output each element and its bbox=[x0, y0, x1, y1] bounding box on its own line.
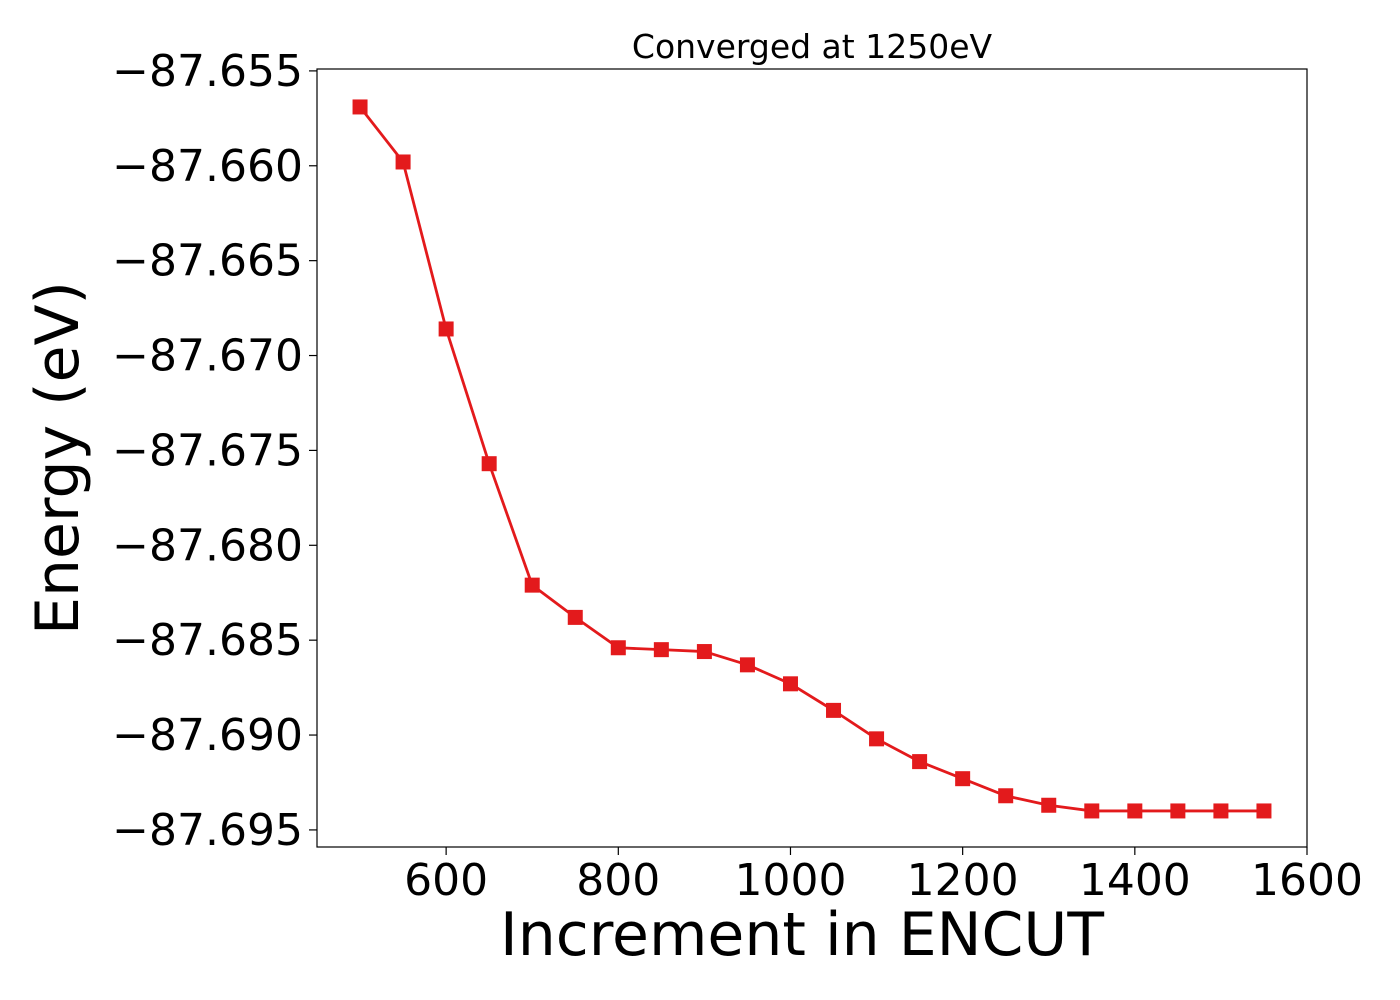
data-point-marker bbox=[611, 640, 626, 655]
y-axis: −87.655 −87.660 −87.665 −87.670 −87.675 −87.6… bbox=[112, 46, 317, 856]
y-tick-label: −87.660 bbox=[112, 141, 303, 192]
data-point-marker bbox=[740, 657, 755, 672]
data-point-marker bbox=[568, 610, 583, 625]
data-point-marker bbox=[869, 731, 884, 746]
y-tick-label: −87.695 bbox=[112, 805, 303, 856]
data-point-marker bbox=[353, 99, 368, 114]
data-point-marker bbox=[783, 676, 798, 691]
x-tick-label: 1000 bbox=[734, 855, 846, 906]
data-point-marker bbox=[1256, 803, 1271, 818]
y-axis-label: Energy (eV) bbox=[23, 281, 93, 635]
y-tick-label: −87.685 bbox=[112, 615, 303, 666]
data-point-marker bbox=[826, 703, 841, 718]
x-tick-label: 600 bbox=[404, 855, 488, 906]
chart-title: Converged at 1250eV bbox=[632, 27, 993, 66]
y-tick-label: −87.690 bbox=[112, 710, 303, 761]
data-point-marker bbox=[1170, 803, 1185, 818]
y-tick-label: −87.665 bbox=[112, 236, 303, 287]
data-point-marker bbox=[912, 754, 927, 769]
y-tick-label: −87.680 bbox=[112, 520, 303, 571]
x-axis: 600 800 1000 1200 1400 1600 bbox=[404, 847, 1363, 906]
data-point-marker bbox=[1084, 803, 1099, 818]
y-tick-label: −87.675 bbox=[112, 425, 303, 476]
data-point-marker bbox=[1041, 798, 1056, 813]
data-point-marker bbox=[654, 642, 669, 657]
data-point-marker bbox=[396, 154, 411, 169]
data-point-marker bbox=[697, 644, 712, 659]
x-tick-label: 1600 bbox=[1251, 855, 1363, 906]
data-point-marker bbox=[955, 771, 970, 786]
data-point-marker bbox=[1127, 803, 1142, 818]
x-tick-label: 800 bbox=[576, 855, 660, 906]
data-point-marker bbox=[525, 578, 540, 593]
data-point-marker bbox=[1213, 803, 1228, 818]
series-layer bbox=[353, 99, 1272, 818]
data-point-marker bbox=[482, 456, 497, 471]
x-axis-label: Increment in ENCUT bbox=[500, 900, 1104, 970]
plot-area-frame bbox=[317, 69, 1307, 847]
x-tick-label: 1400 bbox=[1079, 855, 1191, 906]
x-tick-label: 1200 bbox=[907, 855, 1019, 906]
y-tick-label: −87.670 bbox=[112, 331, 303, 382]
data-point-marker bbox=[439, 321, 454, 336]
data-point-marker bbox=[998, 788, 1013, 803]
y-tick-label: −87.655 bbox=[112, 46, 303, 97]
